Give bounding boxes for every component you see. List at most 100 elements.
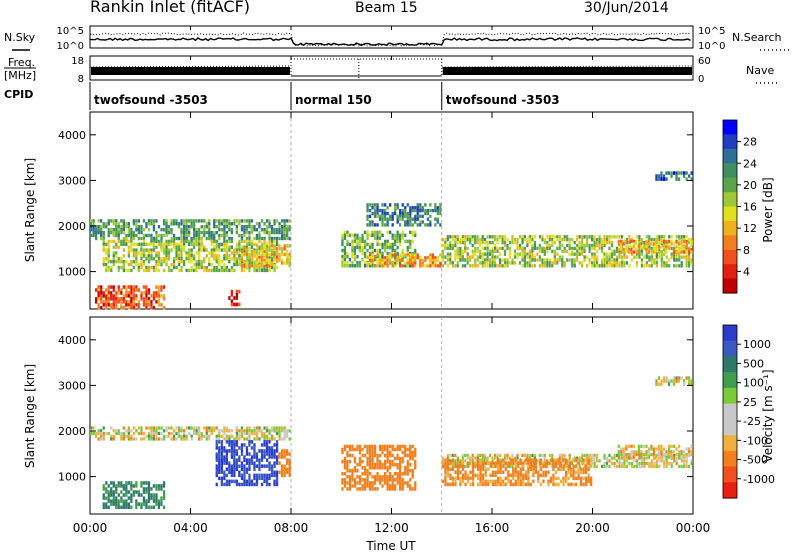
velocity-cell-5 bbox=[561, 456, 564, 460]
power-cell-8 bbox=[496, 249, 499, 253]
power-cell-1 bbox=[250, 239, 254, 244]
velocity-cell-3 bbox=[122, 499, 125, 503]
power-cell-1 bbox=[198, 248, 201, 252]
power-cell-4 bbox=[250, 255, 254, 259]
velocity-cell-1 bbox=[270, 446, 274, 450]
power-cell-3 bbox=[233, 296, 236, 300]
velocity-cell-4 bbox=[391, 484, 394, 488]
power-cell-8 bbox=[563, 261, 566, 265]
power-cell-1 bbox=[135, 260, 138, 264]
velocity-cell-6 bbox=[554, 476, 558, 481]
velocity-cell-7 bbox=[632, 455, 635, 459]
velocity-cell-4 bbox=[366, 447, 369, 452]
velocity-cell-6 bbox=[554, 482, 558, 487]
velocity-cell-5 bbox=[551, 456, 554, 460]
power-cell-8 bbox=[556, 246, 559, 251]
velocity-cell-5 bbox=[623, 462, 626, 466]
power-cell-2 bbox=[127, 291, 130, 295]
velocity-cell-7 bbox=[625, 444, 628, 448]
power-cell-8 bbox=[663, 264, 666, 268]
power-cell-0 bbox=[188, 225, 191, 229]
velocity-cell-3 bbox=[110, 487, 113, 491]
power-cell-8 bbox=[441, 243, 444, 248]
power-cell-0 bbox=[162, 222, 166, 226]
power-cell-1 bbox=[188, 251, 191, 255]
velocity-cell-8 bbox=[667, 382, 671, 386]
velocity-cell-3 bbox=[157, 499, 161, 503]
power-colorbar-label-6: 4 bbox=[743, 265, 750, 278]
power-cell-1 bbox=[208, 268, 211, 273]
velocity-cell-1 bbox=[220, 443, 223, 447]
velocity-cell-7 bbox=[680, 455, 683, 459]
velocity-cell-3 bbox=[135, 505, 138, 509]
velocity-cell-1 bbox=[218, 470, 221, 474]
power-cell-8 bbox=[678, 258, 681, 262]
velocity-cell-4 bbox=[366, 462, 369, 467]
power-cell-1 bbox=[215, 257, 218, 261]
velocity-cell-6 bbox=[497, 461, 500, 465]
velocity-cell-4 bbox=[361, 459, 364, 464]
power-cell-1 bbox=[140, 242, 143, 246]
velocity-cell-5 bbox=[613, 462, 616, 466]
power-cell-1 bbox=[215, 268, 218, 273]
power-cell-2 bbox=[152, 297, 156, 301]
power-cell-1 bbox=[238, 248, 241, 252]
power-cell-8 bbox=[506, 264, 509, 268]
power-cell-0 bbox=[220, 219, 223, 223]
power-cell-6 bbox=[371, 211, 374, 216]
power-cell-8 bbox=[466, 258, 469, 262]
velocity-cell-6 bbox=[582, 482, 585, 487]
velocity-cell-6 bbox=[542, 464, 545, 468]
power-cell-8 bbox=[625, 261, 628, 265]
power-cell-8 bbox=[464, 235, 467, 239]
power-cell-8 bbox=[648, 264, 651, 268]
power-cell-1 bbox=[112, 262, 115, 267]
power-cell-9 bbox=[620, 242, 623, 246]
power-cell-5 bbox=[341, 242, 344, 247]
power-cell-0 bbox=[288, 219, 291, 223]
power-cell-8 bbox=[658, 238, 661, 242]
power-cell-9 bbox=[632, 250, 635, 254]
power-cell-4 bbox=[268, 258, 271, 262]
velocity-cell-5 bbox=[648, 453, 651, 457]
power-cell-4 bbox=[240, 249, 244, 254]
velocity-cell-2 bbox=[283, 449, 286, 453]
power-cell-8 bbox=[583, 246, 586, 251]
power-cell-8 bbox=[603, 264, 606, 268]
velocity-cell-1 bbox=[270, 452, 274, 456]
velocity-cell-6 bbox=[469, 476, 472, 481]
power-cell-9 bbox=[640, 245, 643, 249]
velocity-cell-6 bbox=[514, 461, 517, 465]
velocity-cell-4 bbox=[376, 453, 379, 458]
power-cell-1 bbox=[240, 245, 244, 249]
velocity-cell-6 bbox=[532, 479, 535, 484]
power-cell-7 bbox=[409, 256, 412, 260]
power-cell-2 bbox=[130, 288, 133, 292]
power-cell-7 bbox=[378, 258, 382, 262]
power-cell-5 bbox=[404, 239, 407, 244]
power-cell-0 bbox=[288, 225, 291, 229]
velocity-cell-6 bbox=[489, 464, 492, 468]
velocity-cell-1 bbox=[270, 455, 274, 459]
velocity-cell-5 bbox=[613, 453, 616, 457]
velocity-cell-1 bbox=[268, 473, 271, 478]
velocity-cell-6 bbox=[539, 458, 542, 462]
power-cell-7 bbox=[429, 261, 432, 265]
velocity-cell-6 bbox=[471, 464, 475, 468]
power-cell-5 bbox=[371, 261, 374, 265]
power-cell-1 bbox=[200, 260, 203, 264]
velocity-cell-5 bbox=[546, 464, 549, 468]
power-cell-8 bbox=[513, 261, 517, 265]
velocity-cell-4 bbox=[373, 444, 377, 449]
power-cell-5 bbox=[396, 236, 399, 241]
power-cell-0 bbox=[243, 225, 246, 229]
velocity-cell-4 bbox=[361, 484, 364, 488]
power-cell-0 bbox=[218, 228, 221, 232]
velocity-cell-0 bbox=[152, 434, 156, 438]
x-axis-ticks: 00:00 04:00 08:00 12:00 16:00 20:00 00:00 bbox=[73, 26, 710, 535]
velocity-cell-4 bbox=[348, 475, 352, 479]
velocity-cell-0 bbox=[278, 437, 281, 441]
power-cell-4 bbox=[286, 258, 289, 262]
velocity-cell-6 bbox=[471, 473, 475, 478]
velocity-cell-4 bbox=[391, 462, 394, 467]
